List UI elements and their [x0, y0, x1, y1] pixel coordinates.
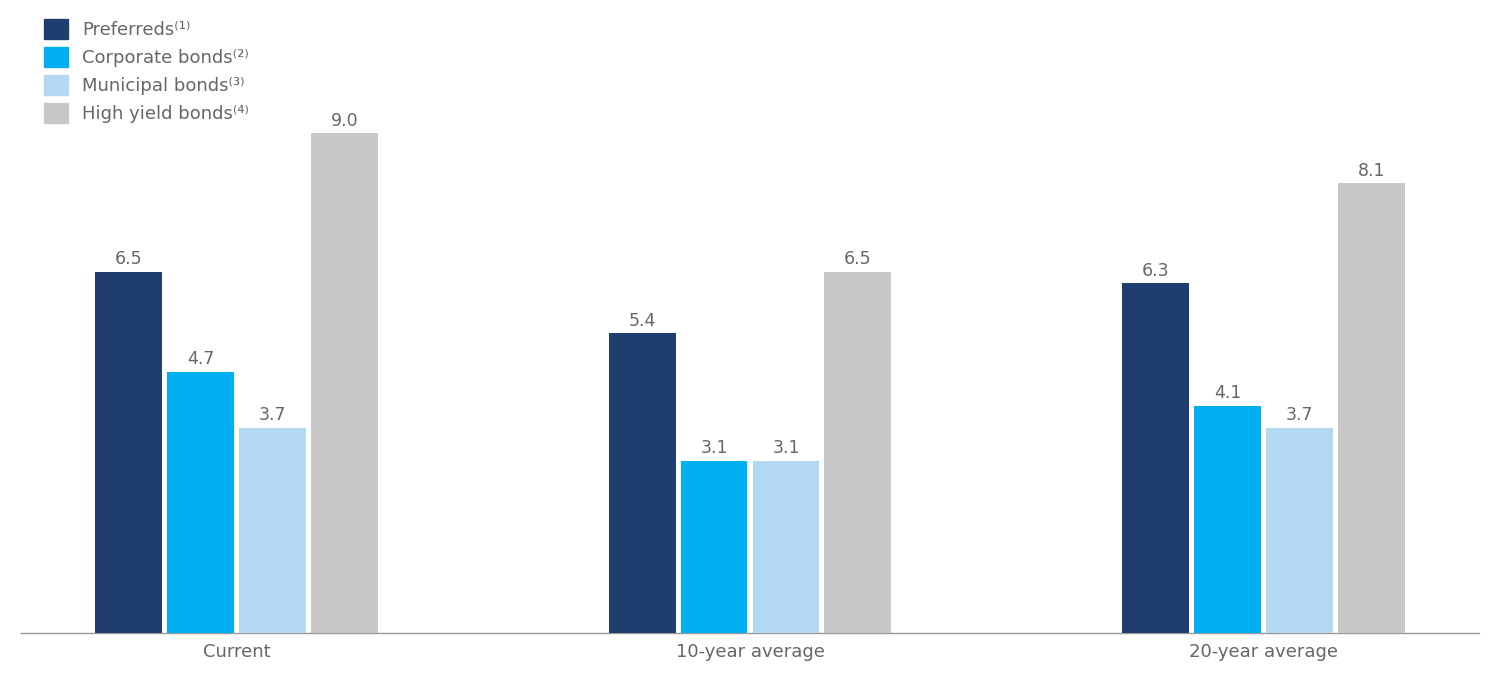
Bar [609, 333, 675, 634]
Bar [825, 272, 891, 634]
Text: 3.1: 3.1 [700, 439, 727, 458]
Text: 3.7: 3.7 [258, 406, 286, 424]
Bar [1338, 183, 1404, 634]
Text: 4.1: 4.1 [1214, 384, 1240, 402]
Bar [1194, 406, 1262, 634]
Bar [96, 272, 162, 634]
Text: 3.1: 3.1 [772, 439, 800, 458]
Text: 8.1: 8.1 [1358, 162, 1384, 179]
Text: 6.3: 6.3 [1142, 261, 1170, 280]
Text: 3.7: 3.7 [1286, 406, 1312, 424]
Text: 5.4: 5.4 [628, 312, 656, 329]
Text: 4.7: 4.7 [188, 351, 214, 368]
Text: 6.5: 6.5 [116, 250, 142, 269]
Text: 6.5: 6.5 [844, 250, 871, 269]
Bar [238, 428, 306, 634]
Bar [753, 461, 819, 634]
Bar [1122, 284, 1190, 634]
Bar [166, 372, 234, 634]
Legend: Preferreds⁽¹⁾, Corporate bonds⁽²⁾, Municipal bonds⁽³⁾, High yield bonds⁽⁴⁾: Preferreds⁽¹⁾, Corporate bonds⁽²⁾, Munic… [45, 19, 249, 123]
Bar [310, 134, 378, 634]
Bar [1266, 428, 1334, 634]
Bar [681, 461, 747, 634]
Text: 9.0: 9.0 [330, 112, 358, 130]
